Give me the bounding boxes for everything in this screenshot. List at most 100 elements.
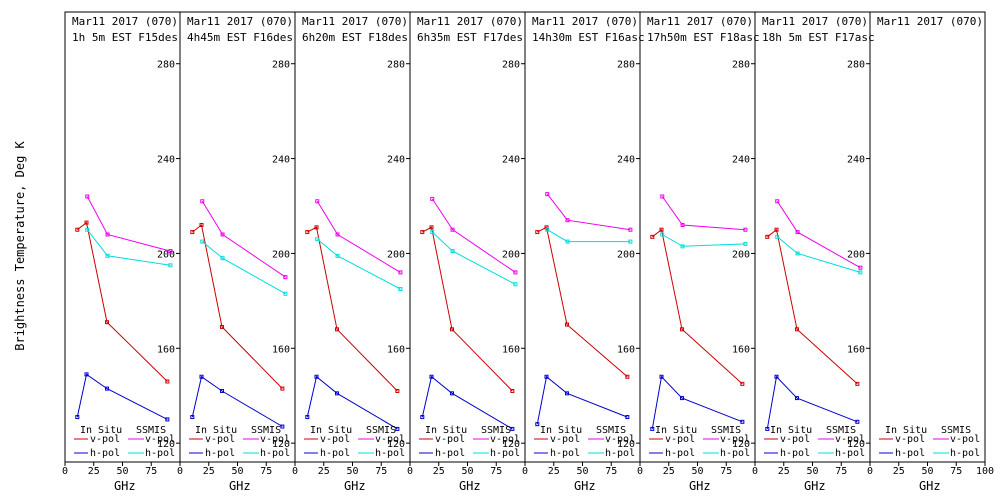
legend-ssmis-heading: SSMIS xyxy=(366,425,396,436)
ssmis-vpol-series xyxy=(85,194,173,254)
y-tick-label: 120 xyxy=(272,439,290,450)
legend-insitu-heading: In Situ xyxy=(655,425,697,436)
data-point xyxy=(430,230,435,235)
legend-ssmis-heading: SSMIS xyxy=(136,425,166,436)
series-line xyxy=(191,375,283,427)
data-point xyxy=(535,230,540,235)
x-axis-label: GHz xyxy=(344,479,366,493)
data-point xyxy=(743,227,748,232)
data-point xyxy=(450,249,455,254)
data-point xyxy=(545,227,550,232)
data-point xyxy=(659,227,664,232)
data-point xyxy=(858,265,863,270)
x-tick-label: 75 xyxy=(490,466,502,477)
panel-frame xyxy=(869,11,986,463)
data-point xyxy=(199,374,204,379)
series-line xyxy=(536,375,628,425)
insitu-hpol-series xyxy=(75,372,170,422)
y-tick-label: 200 xyxy=(272,249,290,260)
insitu-vpol-series xyxy=(190,222,285,391)
chart-panel-3: Mar11 2017 (070) 6h20m EST F18des 120 160 20… xyxy=(292,11,411,493)
legend-insitu-hpol-label: h-pol xyxy=(205,448,235,459)
data-point xyxy=(545,192,550,197)
legend-insitu-hpol-label: h-pol xyxy=(90,448,120,459)
x-axis-label: GHz xyxy=(229,479,251,493)
x-tick-label: 100 xyxy=(976,466,994,477)
data-point xyxy=(535,422,540,427)
data-point xyxy=(795,251,800,256)
x-tick-label: 50 xyxy=(231,466,243,477)
x-tick-label: 0 xyxy=(522,466,528,477)
series-line xyxy=(306,375,398,430)
x-tick-label: 25 xyxy=(88,466,100,477)
insitu-vpol-series xyxy=(765,227,860,386)
x-tick-label: 0 xyxy=(292,466,298,477)
x-tick-label: 50 xyxy=(576,466,588,477)
insitu-hpol-series xyxy=(765,374,860,431)
data-point xyxy=(220,232,225,237)
data-point xyxy=(314,374,319,379)
data-point xyxy=(429,225,434,230)
y-tick-label: 200 xyxy=(847,249,865,260)
legend-insitu-vpol-label: v-pol xyxy=(550,434,580,445)
legend-ssmis-heading: SSMIS xyxy=(481,425,511,436)
ssmis-hpol-series xyxy=(315,237,403,291)
data-point xyxy=(765,234,770,239)
insitu-hpol-series xyxy=(305,374,400,431)
panel-title-line-2: 1h 5m EST F15des xyxy=(72,31,178,44)
data-point xyxy=(430,196,435,201)
y-tick-label: 200 xyxy=(387,249,405,260)
x-tick-label: 75 xyxy=(260,466,272,477)
legend-ssmis-hpol-label: h-pol xyxy=(950,448,980,459)
series-line xyxy=(201,241,286,295)
data-point xyxy=(544,374,549,379)
ssmis-hpol-series xyxy=(775,234,863,275)
data-point xyxy=(199,222,204,227)
x-axis-label: GHz xyxy=(919,479,941,493)
data-point xyxy=(740,381,745,386)
data-point xyxy=(420,415,425,420)
y-tick-label: 120 xyxy=(732,439,750,450)
legend-insitu-hpol-label: h-pol xyxy=(895,448,925,459)
series-line xyxy=(431,231,516,285)
chart-panel-2: Mar11 2017 (070) 4h45m EST F16des 120 160 20… xyxy=(177,11,296,493)
data-point xyxy=(660,232,665,237)
data-point xyxy=(774,227,779,232)
insitu-hpol-series xyxy=(420,374,515,431)
legend-ssmis-hpol-label: h-pol xyxy=(720,448,750,459)
data-point xyxy=(680,222,685,227)
x-tick-label: 25 xyxy=(663,466,675,477)
data-point xyxy=(315,237,320,242)
data-point xyxy=(449,391,454,396)
ssmis-hpol-series xyxy=(430,230,518,287)
y-tick-label: 280 xyxy=(387,60,405,71)
data-point xyxy=(75,415,80,420)
chart-panel-1: Mar11 2017 (070) 1h 5m EST F15des 120 160 20… xyxy=(62,11,181,493)
panel-title-line-2: 4h45m EST F16des xyxy=(187,31,293,44)
y-tick-label: 120 xyxy=(502,439,520,450)
data-point xyxy=(429,374,434,379)
data-point xyxy=(513,270,518,275)
y-tick-label: 280 xyxy=(502,60,520,71)
y-tick-label: 120 xyxy=(617,439,635,450)
series-line xyxy=(307,226,398,392)
legend-ssmis-vpol-label: v-pol xyxy=(490,434,520,445)
data-point xyxy=(650,234,655,239)
data-point xyxy=(85,194,90,199)
data-point xyxy=(168,249,173,254)
y-tick-label: 160 xyxy=(157,344,175,355)
x-tick-label: 75 xyxy=(375,466,387,477)
x-tick-label: 75 xyxy=(145,466,157,477)
legend-ssmis-vpol-label: v-pol xyxy=(720,434,750,445)
data-point xyxy=(220,256,225,261)
data-point xyxy=(395,388,400,393)
legend-insitu-heading: In Situ xyxy=(80,425,122,436)
legend-ssmis-hpol-label: h-pol xyxy=(605,448,635,459)
legend-ssmis-hpol-label: h-pol xyxy=(145,448,175,459)
data-point xyxy=(398,287,403,291)
x-tick-label: 75 xyxy=(835,466,847,477)
